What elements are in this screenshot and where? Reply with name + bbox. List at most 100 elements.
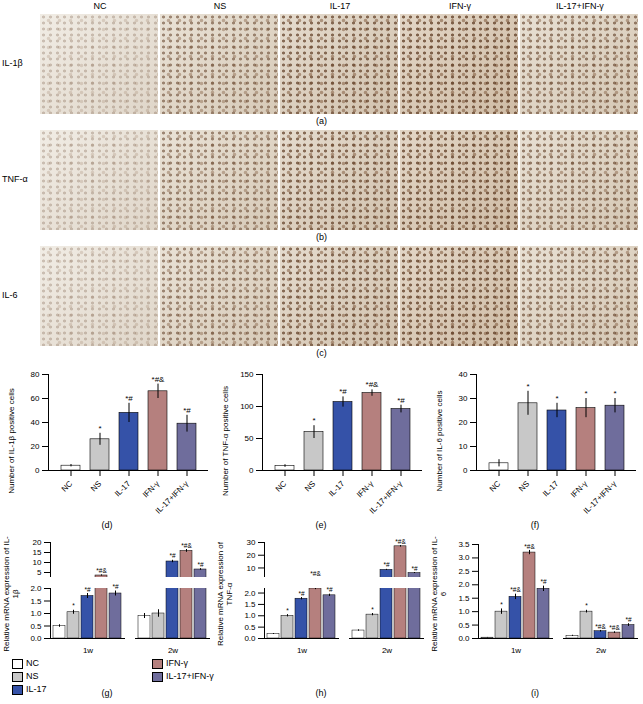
svg-text:*#&: *#& xyxy=(96,567,107,574)
svg-text:20: 20 xyxy=(459,418,468,427)
svg-text:0.0: 0.0 xyxy=(244,634,256,643)
svg-text:*: * xyxy=(286,607,289,614)
svg-text:80: 80 xyxy=(31,370,40,379)
svg-text:*#: *# xyxy=(125,394,133,403)
svg-text:NC: NC xyxy=(274,479,289,494)
html-text:Relative mRNA expression of IL: Relative mRNA expression of IL-6 xyxy=(430,536,448,652)
svg-text:1.5: 1.5 xyxy=(458,594,470,603)
svg-text:IL-17+IFN-γ: IL-17+IFN-γ xyxy=(582,479,618,515)
svg-text:*#&: *#& xyxy=(395,538,406,545)
svg-text:50: 50 xyxy=(245,434,254,443)
svg-text:10: 10 xyxy=(459,442,468,451)
svg-text:1.5: 1.5 xyxy=(244,600,256,609)
svg-text:*#: *# xyxy=(183,406,191,415)
svg-text:IFN-γ: IFN-γ xyxy=(355,479,375,499)
svg-text:*: * xyxy=(584,389,587,398)
svg-text:0.0: 0.0 xyxy=(30,634,42,643)
svg-text:10: 10 xyxy=(247,564,256,573)
svg-text:NC: NC xyxy=(488,479,503,494)
svg-text:*#: *# xyxy=(84,586,91,593)
svg-text:40: 40 xyxy=(31,418,40,427)
svg-text:*#: *# xyxy=(326,586,333,593)
svg-text:2w: 2w xyxy=(596,646,606,655)
svg-text:*: * xyxy=(585,602,588,609)
svg-text:*#: *# xyxy=(397,396,405,405)
svg-text:*#: *# xyxy=(625,616,632,623)
svg-text:30: 30 xyxy=(459,394,468,403)
svg-text:NS: NS xyxy=(517,479,531,493)
svg-text:1w: 1w xyxy=(83,646,93,655)
svg-text:*: * xyxy=(72,602,75,609)
svg-text:0: 0 xyxy=(35,466,40,475)
svg-text:60: 60 xyxy=(31,394,40,403)
svg-text:*: * xyxy=(500,601,503,608)
svg-text:*#: *# xyxy=(339,387,347,396)
svg-text:IL-17: IL-17 xyxy=(113,479,133,499)
svg-text:*#: *# xyxy=(540,578,547,585)
svg-text:5: 5 xyxy=(37,568,42,577)
svg-text:150: 150 xyxy=(240,370,254,379)
svg-text:*#: *# xyxy=(112,583,119,590)
html-text:NS: NS xyxy=(213,1,227,11)
svg-text:0: 0 xyxy=(463,466,468,475)
svg-text:*#: *# xyxy=(383,561,390,568)
svg-text:*#&: *#& xyxy=(595,623,606,630)
svg-text:*#&: *#& xyxy=(152,375,166,384)
svg-text:1.0: 1.0 xyxy=(244,611,256,620)
svg-text:*#: *# xyxy=(197,561,204,568)
svg-text:2.0: 2.0 xyxy=(244,589,256,598)
svg-text:40: 40 xyxy=(459,370,468,379)
svg-text:NS: NS xyxy=(303,479,317,493)
svg-text:0.5: 0.5 xyxy=(244,623,256,632)
svg-text:0.5: 0.5 xyxy=(458,621,470,630)
svg-text:*#&: *#& xyxy=(510,586,521,593)
svg-text:NC: NC xyxy=(60,479,75,494)
svg-text:2.5: 2.5 xyxy=(458,567,470,576)
html-text:NC: NC xyxy=(93,1,107,11)
svg-text:100: 100 xyxy=(240,402,254,411)
svg-text:IL-17: IL-17 xyxy=(327,479,347,499)
svg-text:*#: *# xyxy=(411,565,418,572)
svg-text:NS: NS xyxy=(89,479,103,493)
svg-text:*: * xyxy=(613,389,616,398)
svg-text:20: 20 xyxy=(33,538,42,547)
svg-text:IFN-γ: IFN-γ xyxy=(569,479,589,499)
svg-text:*#&: *#& xyxy=(181,542,192,549)
svg-text:*#&: *#& xyxy=(609,624,620,631)
svg-text:1w: 1w xyxy=(297,646,307,655)
svg-text:2.0: 2.0 xyxy=(30,584,42,593)
svg-text:IL-17: IL-17 xyxy=(541,479,561,499)
svg-text:*: * xyxy=(371,606,374,613)
svg-text:*#: *# xyxy=(298,590,305,597)
svg-text:15: 15 xyxy=(33,548,42,557)
svg-text:IL-17+IFN-γ: IL-17+IFN-γ xyxy=(368,479,404,515)
svg-text:2.0: 2.0 xyxy=(458,580,470,589)
svg-text:*#&: *#& xyxy=(524,542,535,549)
svg-text:*: * xyxy=(98,424,101,433)
svg-text:0.5: 0.5 xyxy=(30,622,42,631)
html-text:Relative mRNA expression of TN: Relative mRNA expression of TNF-α xyxy=(216,542,234,646)
svg-text:*: * xyxy=(555,394,558,403)
svg-text:10: 10 xyxy=(33,558,42,567)
svg-text:*#: *# xyxy=(169,552,176,559)
svg-text:2w: 2w xyxy=(382,646,392,655)
svg-text:20: 20 xyxy=(247,551,256,560)
svg-text:1.5: 1.5 xyxy=(30,597,42,606)
svg-text:3.5: 3.5 xyxy=(458,540,470,549)
svg-text:IL-17+IFN-γ: IL-17+IFN-γ xyxy=(154,479,190,515)
svg-text:IFN-γ: IFN-γ xyxy=(141,479,161,499)
svg-text:*: * xyxy=(526,382,529,391)
svg-text:1w: 1w xyxy=(511,646,521,655)
svg-text:20: 20 xyxy=(31,442,40,451)
svg-text:2w: 2w xyxy=(168,646,178,655)
svg-text:30: 30 xyxy=(247,538,256,547)
svg-text:*#&: *#& xyxy=(310,570,321,577)
svg-text:3.0: 3.0 xyxy=(458,553,470,562)
svg-text:1.0: 1.0 xyxy=(458,607,470,616)
svg-text:1.0: 1.0 xyxy=(30,609,42,618)
svg-text:*: * xyxy=(312,416,315,425)
svg-text:*#&: *#& xyxy=(366,380,380,389)
svg-text:0.0: 0.0 xyxy=(458,634,470,643)
html-text:Relative mRNA expression of IL: Relative mRNA expression of IL-1β xyxy=(2,536,20,652)
svg-text:0: 0 xyxy=(249,466,254,475)
